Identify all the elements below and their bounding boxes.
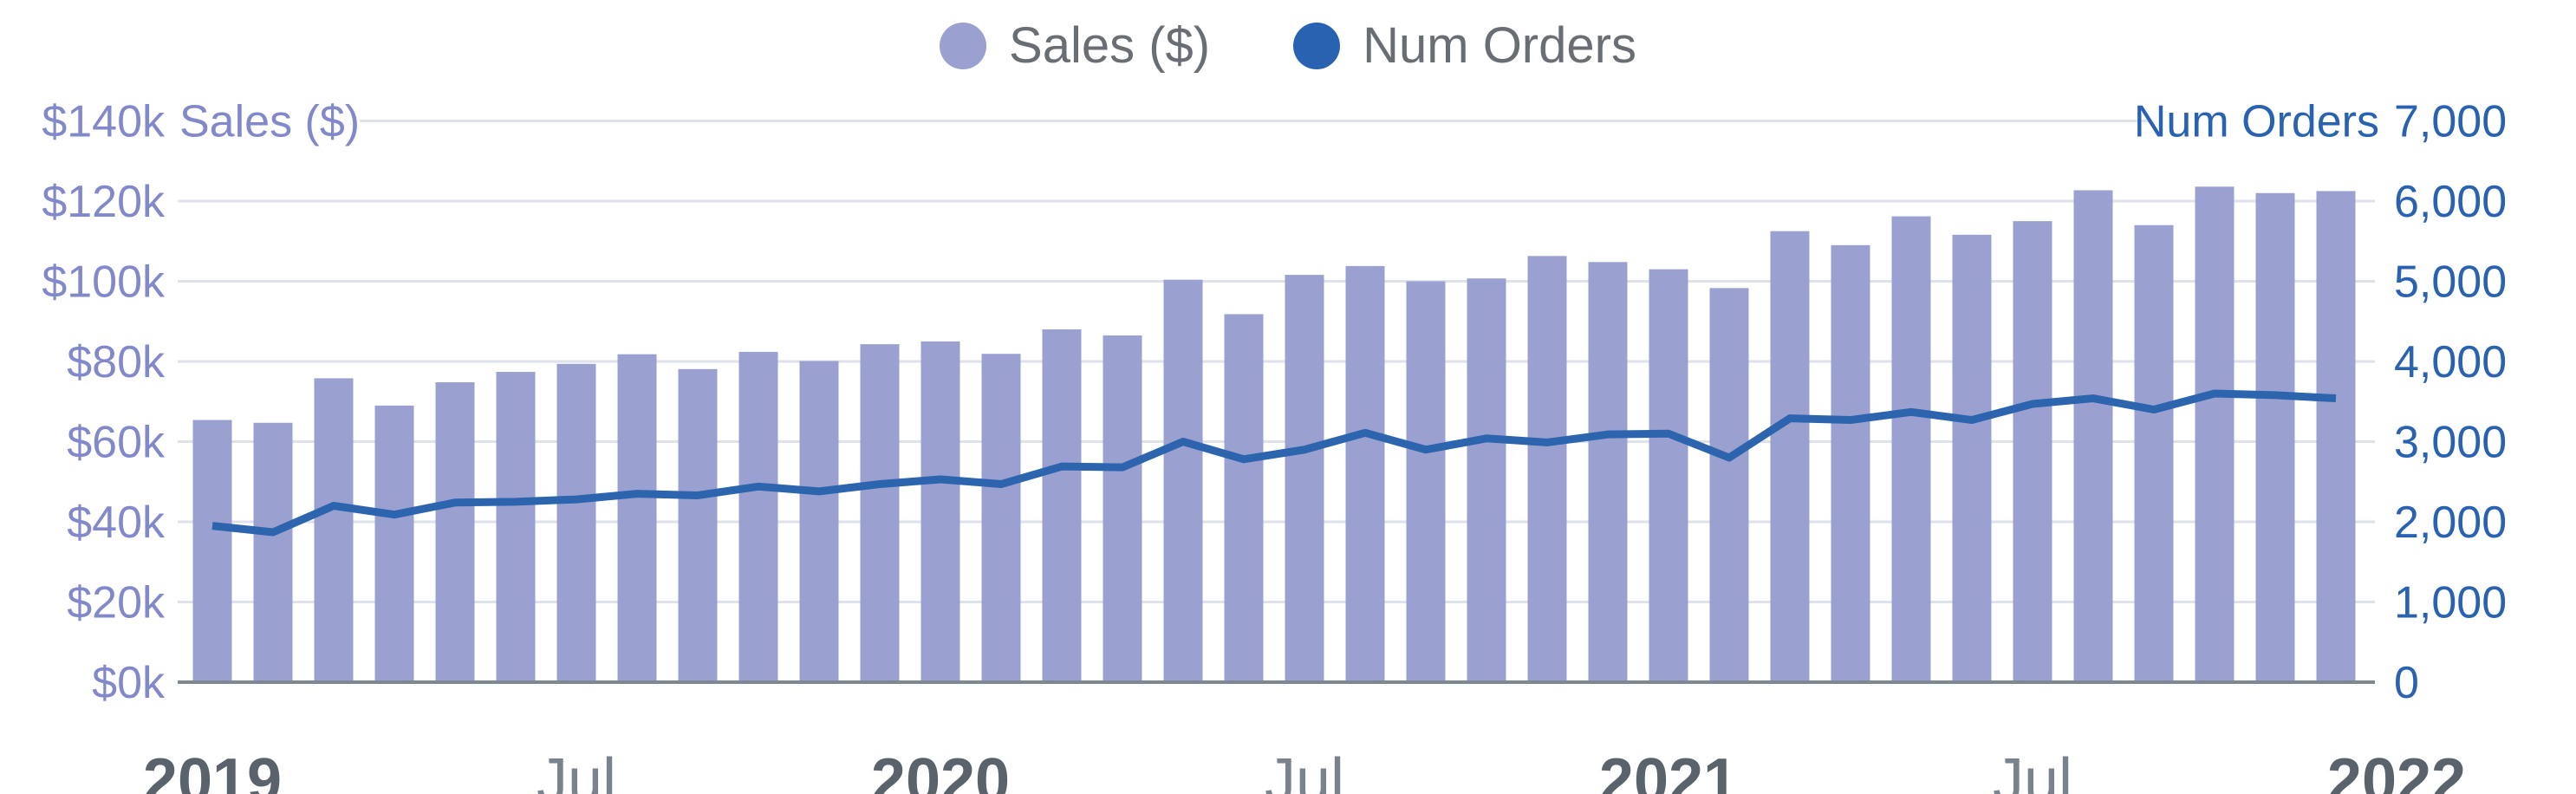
- sales-bar-2019-07: [556, 363, 596, 682]
- sales-legend-marker-icon: [940, 23, 987, 69]
- sales-bar-2019-08: [617, 354, 657, 682]
- left-axis-tick-label: $0k: [92, 658, 166, 708]
- sales-bar-2020-01: [920, 341, 960, 682]
- sales-bar-2020-10: [1467, 278, 1506, 682]
- sales-bar-2019-04: [374, 405, 414, 682]
- sales-bar-2021-10: [2195, 186, 2234, 683]
- x-axis-tick-label-jul: Jul: [1265, 746, 1344, 794]
- num-orders-line: [211, 389, 2337, 537]
- x-axis-tick-label-2022: 2022: [2327, 746, 2466, 794]
- sales-bar-2020-05: [1163, 279, 1203, 682]
- x-axis-tick-label-2021: 2021: [1599, 746, 1738, 794]
- sales-bar-2019-03: [314, 378, 354, 682]
- right-axis-tick-label: 1,000: [2394, 578, 2507, 628]
- left-axis-tick-label: $40k: [67, 498, 166, 548]
- sales-bar-2021-02: [1709, 288, 1749, 682]
- sales-bar-2021-08: [2073, 190, 2113, 682]
- right-axis-tick-label: 6,000: [2394, 177, 2507, 227]
- sales-bar-2021-05: [1891, 216, 1931, 682]
- sales-bar-2019-09: [678, 368, 718, 682]
- x-axis-tick-label-2019: 2019: [143, 746, 282, 794]
- sales-bar-2021-12: [2316, 191, 2356, 682]
- right-axis-title: Num Orders: [2134, 97, 2379, 147]
- sales-bar-2020-02: [981, 354, 1021, 682]
- sales-bar-2021-07: [2013, 221, 2052, 682]
- sales-bar-2020-09: [1406, 281, 1446, 682]
- sales-bar-2019-11: [799, 361, 839, 682]
- sales-bar-2020-11: [1527, 256, 1567, 682]
- orders-legend-marker-icon: [1293, 23, 1341, 69]
- left-axis-tick-label: $120k: [42, 177, 166, 227]
- sales-bar-2020-07: [1285, 275, 1324, 682]
- sales-bar-2020-06: [1224, 314, 1264, 682]
- legend-item-sales[interactable]: Sales ($): [940, 21, 1210, 71]
- legend-item-num-orders[interactable]: Num Orders: [1293, 21, 1636, 71]
- right-axis-tick-label: 2,000: [2394, 498, 2507, 548]
- sales-bar-2021-09: [2134, 225, 2174, 682]
- sales-bar-2019-12: [860, 344, 900, 682]
- left-axis-tick-label: $60k: [67, 418, 166, 468]
- x-axis-tick-label-2020: 2020: [871, 746, 1010, 794]
- sales-bar-2021-06: [1952, 234, 1992, 683]
- sales-bar-2019-05: [435, 382, 475, 682]
- sales-bar-2021-04: [1831, 244, 1870, 682]
- right-axis-tick-label: 5,000: [2394, 257, 2507, 308]
- sales-bar-2020-08: [1345, 265, 1385, 682]
- sales-bar-2019-02: [253, 422, 293, 682]
- left-axis-tick-label: $140k: [42, 97, 166, 147]
- left-axis-tick-label: $20k: [67, 578, 166, 628]
- chart-legend: Sales ($) Num Orders: [0, 21, 2576, 71]
- right-axis-tick-label: 4,000: [2394, 337, 2507, 387]
- right-axis-tick-label: 3,000: [2394, 418, 2507, 468]
- left-axis-title: Sales ($): [179, 97, 360, 147]
- sales-bar-2019-01: [192, 420, 232, 682]
- right-axis-tick-label: 7,000: [2394, 97, 2507, 147]
- sales-bar-2021-11: [2255, 192, 2295, 682]
- sales-bar-2020-12: [1588, 262, 1628, 682]
- left-axis-tick-label: $80k: [67, 337, 166, 387]
- left-axis-tick-label: $100k: [42, 257, 166, 308]
- sales-bar-2021-01: [1649, 269, 1688, 682]
- sales-bar-2020-03: [1042, 329, 1082, 682]
- sales-bar-2021-03: [1770, 231, 1810, 682]
- sales-legend-label: Sales ($): [1009, 17, 1211, 74]
- right-axis-tick-label: 0: [2394, 658, 2419, 708]
- x-axis-tick-label-jul: Jul: [1993, 746, 2072, 794]
- orders-legend-label: Num Orders: [1363, 17, 1636, 74]
- x-axis-tick-label-jul: Jul: [537, 746, 616, 794]
- sales-bar-2019-10: [738, 351, 778, 682]
- sales-bar-2020-04: [1103, 335, 1142, 682]
- sales-bar-2019-06: [496, 372, 536, 682]
